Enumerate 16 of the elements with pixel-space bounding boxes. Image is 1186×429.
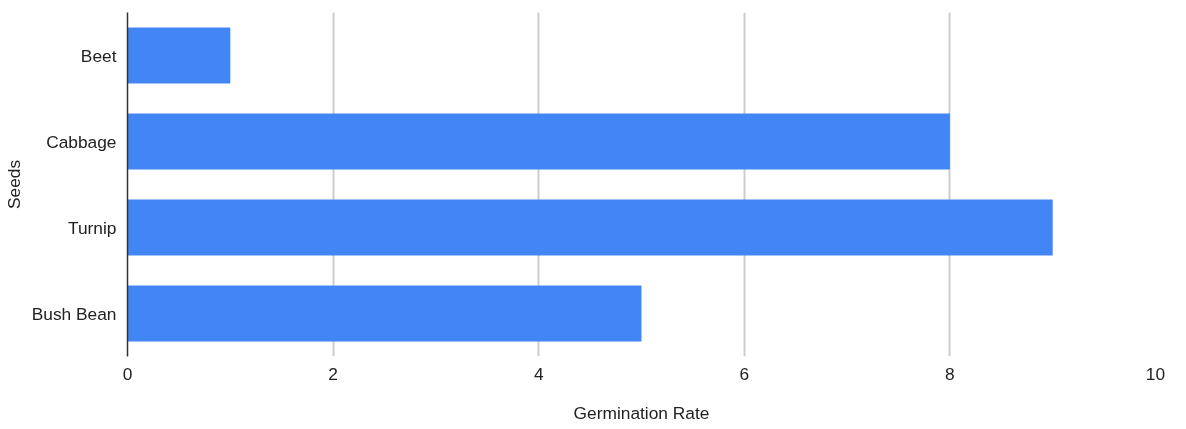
x-tick-label: 2	[328, 363, 338, 384]
y-tick-label: Bush Bean	[31, 303, 117, 324]
x-tick-label: 10	[1145, 363, 1166, 384]
y-tick-label: Cabbage	[46, 131, 117, 152]
bar	[127, 27, 231, 84]
x-axis-title: Germination Rate	[573, 402, 710, 423]
bar	[127, 113, 950, 170]
y-axis-title: Seeds	[3, 159, 24, 210]
x-tick-label: 4	[533, 363, 544, 384]
y-tick-label: Beet	[80, 45, 117, 66]
bar	[127, 285, 642, 342]
y-tick-label: Turnip	[68, 217, 117, 238]
x-tick-label: 8	[945, 363, 955, 384]
x-tick-label: 6	[739, 363, 750, 384]
x-tick-label: 0	[122, 363, 133, 384]
bar	[127, 199, 1053, 256]
